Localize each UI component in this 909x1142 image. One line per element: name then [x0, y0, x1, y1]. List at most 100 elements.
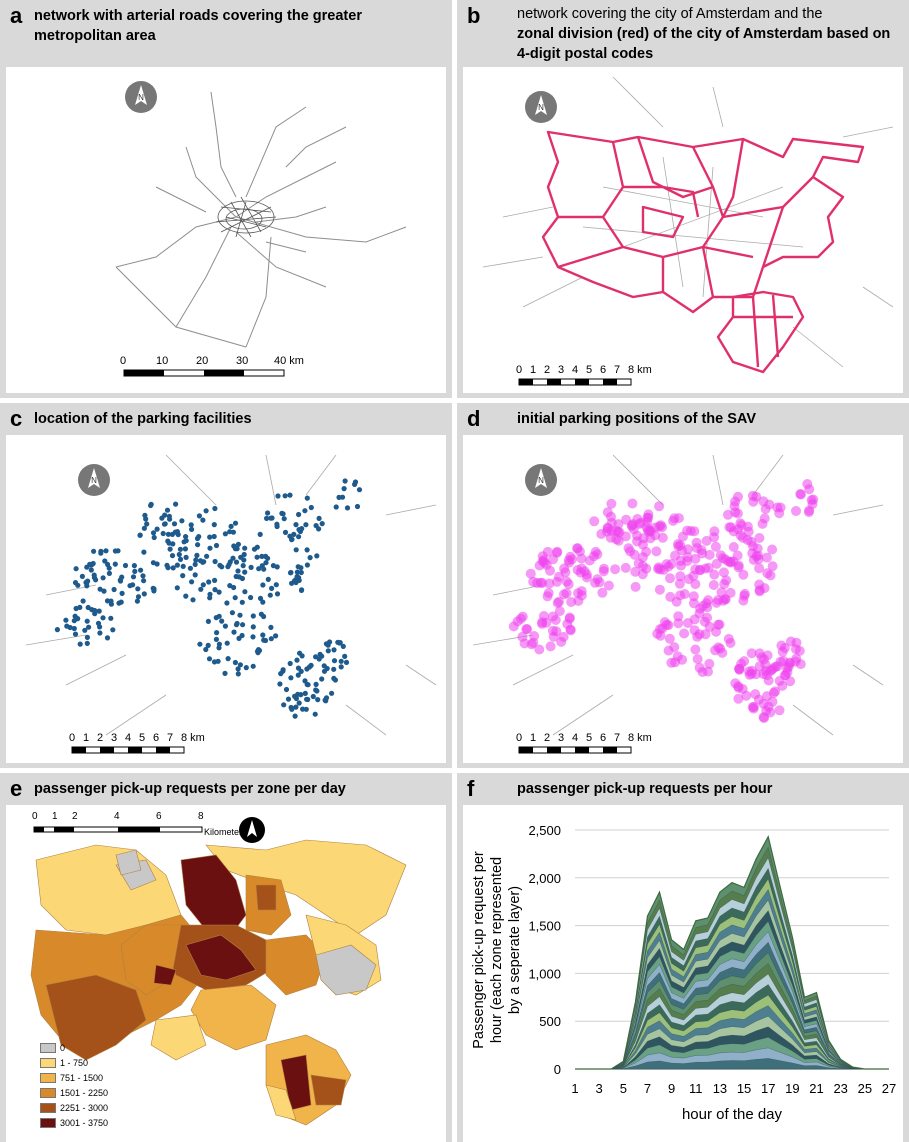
sav-point: [692, 654, 703, 664]
scale-label: 5: [586, 732, 593, 744]
sav-initial-positions-map: N 0 1 2 3 4 5 6 7 8 km: [463, 435, 903, 763]
parking-point: [73, 566, 79, 572]
parking-point: [165, 538, 171, 544]
x-tick-label: 13: [713, 1081, 727, 1096]
parking-point: [324, 665, 330, 672]
sav-point: [777, 680, 788, 691]
sav-point: [565, 624, 576, 635]
sav-point: [728, 542, 739, 552]
parking-point: [111, 586, 117, 593]
parking-point: [194, 552, 200, 558]
parking-point: [242, 569, 248, 575]
parking-point: [335, 639, 341, 645]
network-map-greater-metro: N: [6, 67, 446, 393]
x-tick-label: 25: [858, 1081, 872, 1096]
parking-point: [165, 531, 171, 537]
parking-point: [237, 612, 243, 618]
parking-point: [86, 624, 92, 630]
parking-point: [131, 563, 137, 569]
parking-point: [187, 565, 193, 571]
y-axis-label: by a seperate layer): [507, 886, 523, 1014]
sav-point: [602, 507, 613, 518]
panel-c-title: location of the parking facilities: [34, 411, 252, 427]
scale-label: 0: [32, 811, 38, 822]
parking-point: [235, 568, 241, 574]
parking-point: [256, 647, 263, 654]
legend-swatch: [40, 1073, 56, 1083]
parking-point: [85, 578, 91, 584]
parking-point: [250, 624, 256, 630]
parking-point: [227, 529, 233, 535]
parking-point: [214, 630, 220, 636]
parking-point: [292, 713, 298, 719]
sav-point: [537, 618, 547, 629]
parking-point: [160, 530, 166, 537]
panel-d: d initial parking positions of the SAV N…: [457, 403, 909, 768]
parking-point: [138, 567, 144, 573]
sav-point: [711, 626, 722, 637]
sav-point: [671, 596, 682, 607]
parking-point: [319, 521, 325, 527]
parking-point: [259, 553, 265, 559]
legend-label: 3001 - 3750: [60, 1118, 109, 1128]
scale-bar: [518, 746, 632, 754]
sav-point: [545, 565, 555, 576]
sav-point: [654, 584, 665, 595]
parking-point: [176, 551, 182, 558]
parking-point: [298, 668, 304, 674]
sav-point: [673, 611, 684, 622]
scale-label: 0: [120, 355, 127, 367]
sav-point: [703, 562, 714, 573]
sav-point: [723, 509, 733, 520]
panel-a: a network with arterial roads covering t…: [0, 0, 452, 398]
sav-point: [758, 712, 769, 723]
parking-point: [285, 696, 292, 702]
parking-point: [342, 653, 348, 659]
parking-point: [211, 522, 217, 528]
parking-point: [254, 544, 260, 550]
sav-point: [674, 578, 685, 589]
postal-code-zones: [541, 130, 865, 374]
parking-point: [200, 517, 206, 523]
parking-point: [299, 526, 305, 532]
scale-label: 3: [558, 732, 565, 744]
parking-point: [183, 593, 189, 599]
choropleth-legend: 0 1 - 750 751 - 1500 1501 - 2250 2251 - 3000…: [40, 1043, 130, 1139]
parking-point: [134, 598, 140, 604]
legend-item: 3001 - 3750: [40, 1118, 108, 1128]
parking-point: [234, 620, 240, 627]
parking-point: [288, 569, 294, 576]
parking-point: [239, 575, 245, 582]
scale-bar: [33, 826, 203, 833]
city-road-cluster: [215, 196, 277, 238]
sav-point: [744, 666, 755, 677]
parking-facility-points: [54, 478, 363, 719]
parking-point: [229, 610, 235, 616]
sav-point: [627, 520, 637, 531]
legend-item: 1501 - 2250: [40, 1088, 108, 1098]
parking-point: [273, 633, 279, 639]
parking-point: [267, 592, 273, 598]
sav-point: [752, 543, 763, 554]
legend-swatch: [40, 1058, 56, 1068]
legend-label: 0: [60, 1043, 66, 1053]
parking-point: [212, 577, 218, 583]
parking-point: [150, 530, 157, 536]
parking-point: [260, 632, 266, 638]
parking-point: [243, 665, 249, 671]
parking-point: [338, 664, 344, 670]
parking-point: [192, 572, 198, 578]
scale-label: 3: [111, 732, 118, 744]
parking-point: [67, 624, 73, 631]
sav-point: [774, 508, 785, 519]
parking-point: [304, 495, 310, 501]
y-tick-label: 1,500: [528, 919, 561, 934]
sav-point: [767, 544, 778, 555]
sav-point: [627, 498, 638, 509]
x-tick-label: 5: [620, 1081, 627, 1096]
legend-label: 1 - 750: [60, 1058, 89, 1068]
parking-point: [254, 554, 260, 560]
sav-point: [598, 566, 609, 577]
sav-point: [770, 686, 781, 697]
sav-point: [665, 573, 675, 584]
